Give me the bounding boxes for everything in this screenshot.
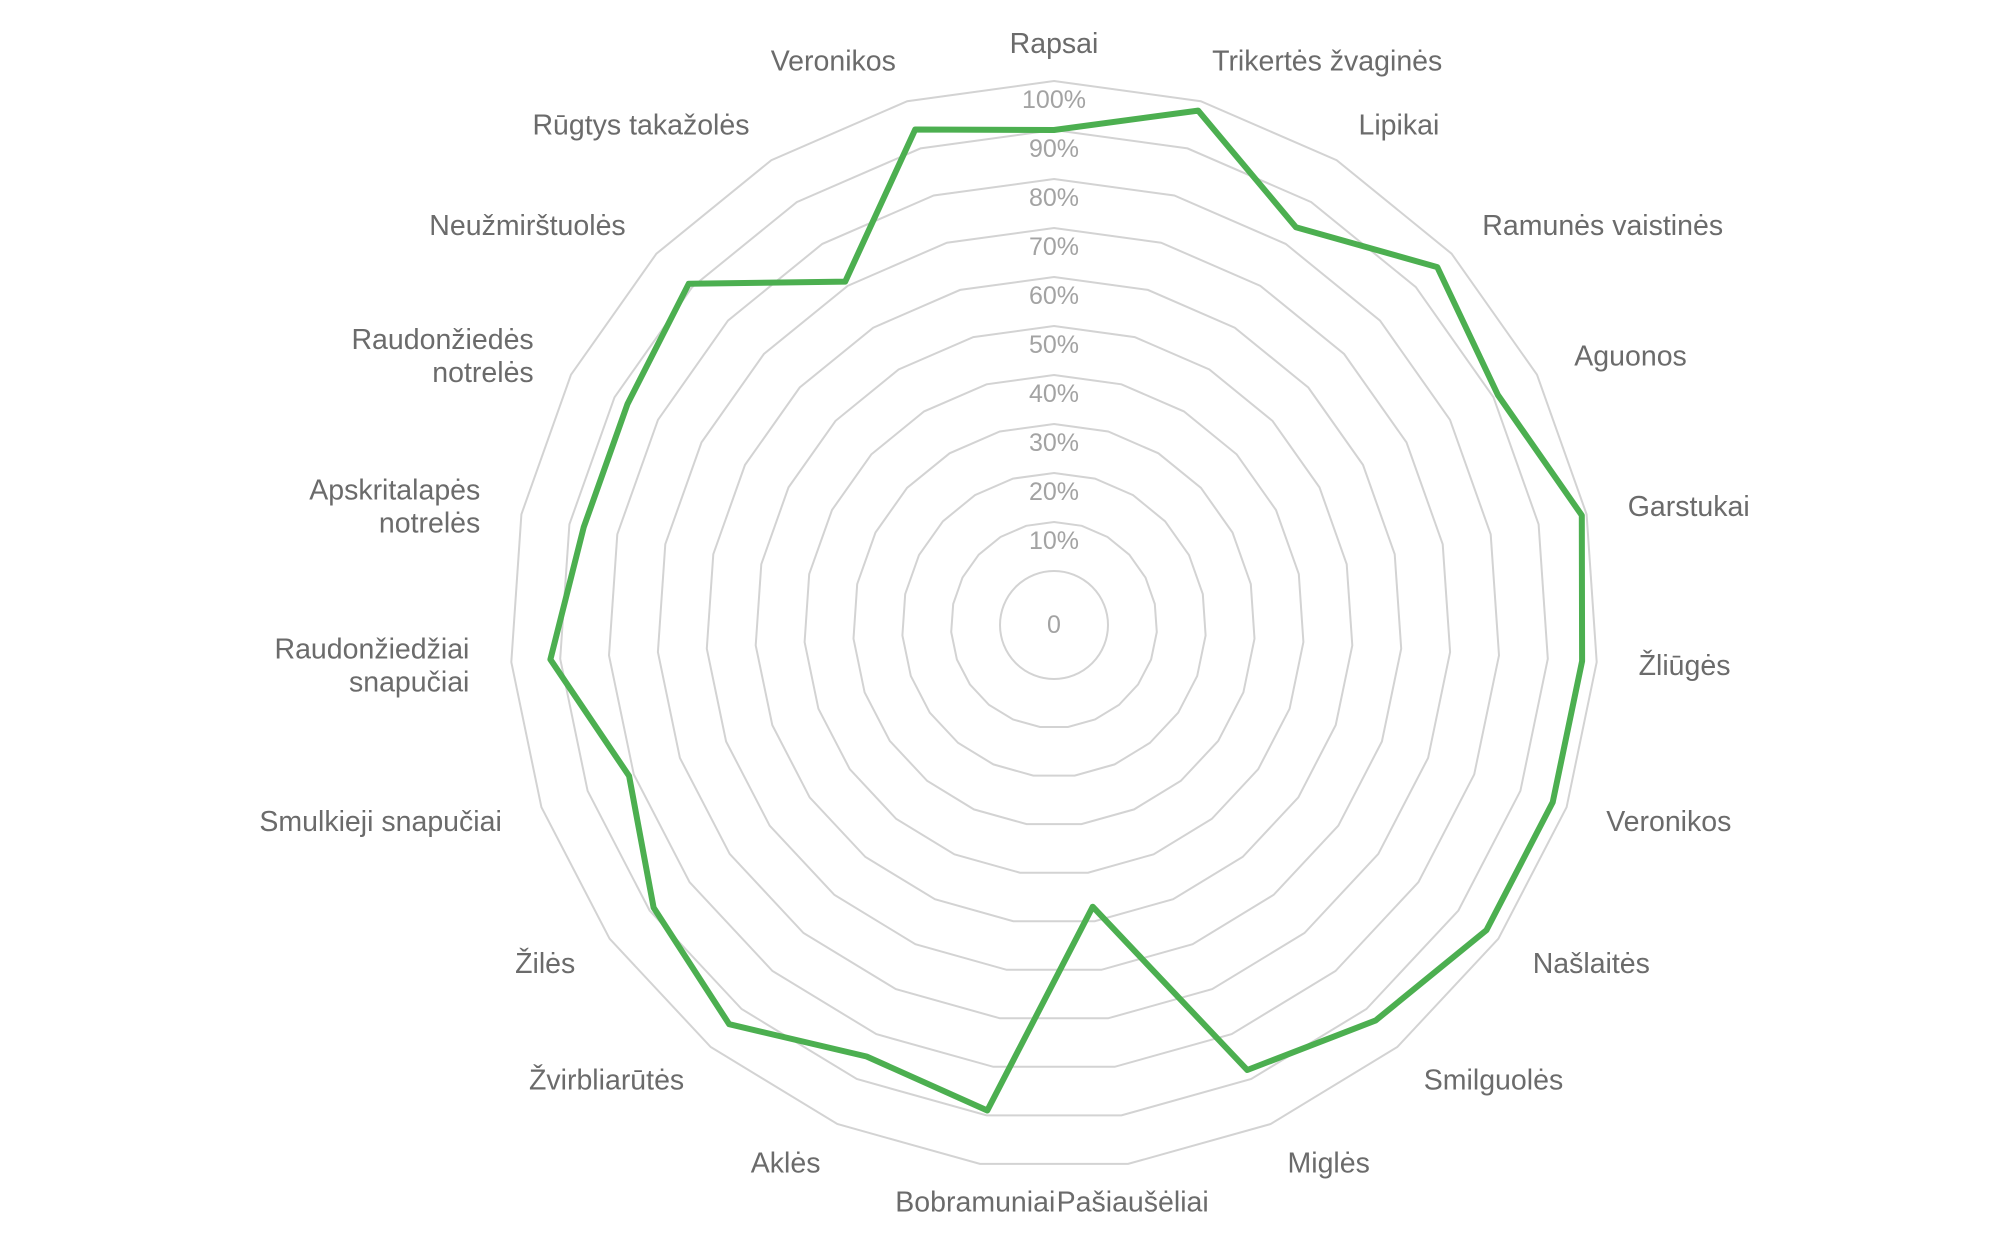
category-label: Žvirbliarūtės [529,1065,684,1097]
grid-ring [754,324,1354,923]
category-label: Miglės [1288,1148,1370,1180]
category-label: Ramunės vaistinės [1482,210,1723,242]
grid-ring [559,128,1549,1117]
tick-label: 70% [1029,233,1079,261]
grid-ring [510,79,1598,1165]
grid-ring [950,520,1158,728]
tick-label: 100% [1022,86,1086,114]
category-label: Rapsai [1010,28,1099,60]
tick-label: 90% [1029,135,1079,163]
category-label: Lipikai [1359,109,1440,141]
tick-label: 10% [1029,527,1079,555]
grid-ring [852,422,1256,826]
category-label: Aklės [751,1148,821,1180]
tick-label: 20% [1029,478,1079,506]
grid-ring [607,177,1501,1068]
series-line [547,107,1586,1114]
category-label: Raudonžiedžiai snapučiai [275,634,470,699]
grid-ring [656,226,1452,1020]
category-label: Veronikos [1606,806,1731,838]
category-label: Aguonos [1574,340,1687,372]
category-label: Rūgtys takažolės [532,109,749,141]
grid-ring [803,373,1305,874]
category-label: Apskritalapės notrelės [309,474,480,539]
tick-label: 60% [1029,282,1079,310]
category-label: Veronikos [771,46,896,78]
grid-ring [705,275,1403,971]
category-label: Trikertės žvaginės [1212,46,1442,78]
category-label: Pašiaušėliai [1057,1187,1209,1219]
category-label: Raudonžiedės notrelės [351,324,533,389]
grid-ring [999,570,1109,680]
category-label: Našlaitės [1533,948,1650,980]
tick-label: 30% [1029,429,1079,457]
tick-label: 40% [1029,380,1079,408]
category-label: Žilės [515,948,575,980]
tick-label: 0 [1047,611,1061,639]
category-label: Bobramuniai [895,1187,1055,1219]
series-layer [547,107,1586,1114]
category-label: Smulkieji snapučiai [259,806,501,838]
tick-label: 50% [1029,331,1079,359]
category-labels: Rapsai Trikertės žvaginės Lipikai Ramunės v… [259,28,1749,1219]
category-label: Žliūgės [1639,650,1731,682]
grid-rings [510,79,1598,1165]
grid-ring [901,471,1207,777]
category-label: Garstukai [1628,491,1750,523]
category-label: Smilguolės [1424,1065,1563,1097]
category-label: Neužmirštuolės [429,210,625,242]
tick-label: 80% [1029,184,1079,212]
radial-tick-labels: 0 10% 20% 30% 40% 50% 60% 70% 80% 90% 100% [1022,86,1086,639]
